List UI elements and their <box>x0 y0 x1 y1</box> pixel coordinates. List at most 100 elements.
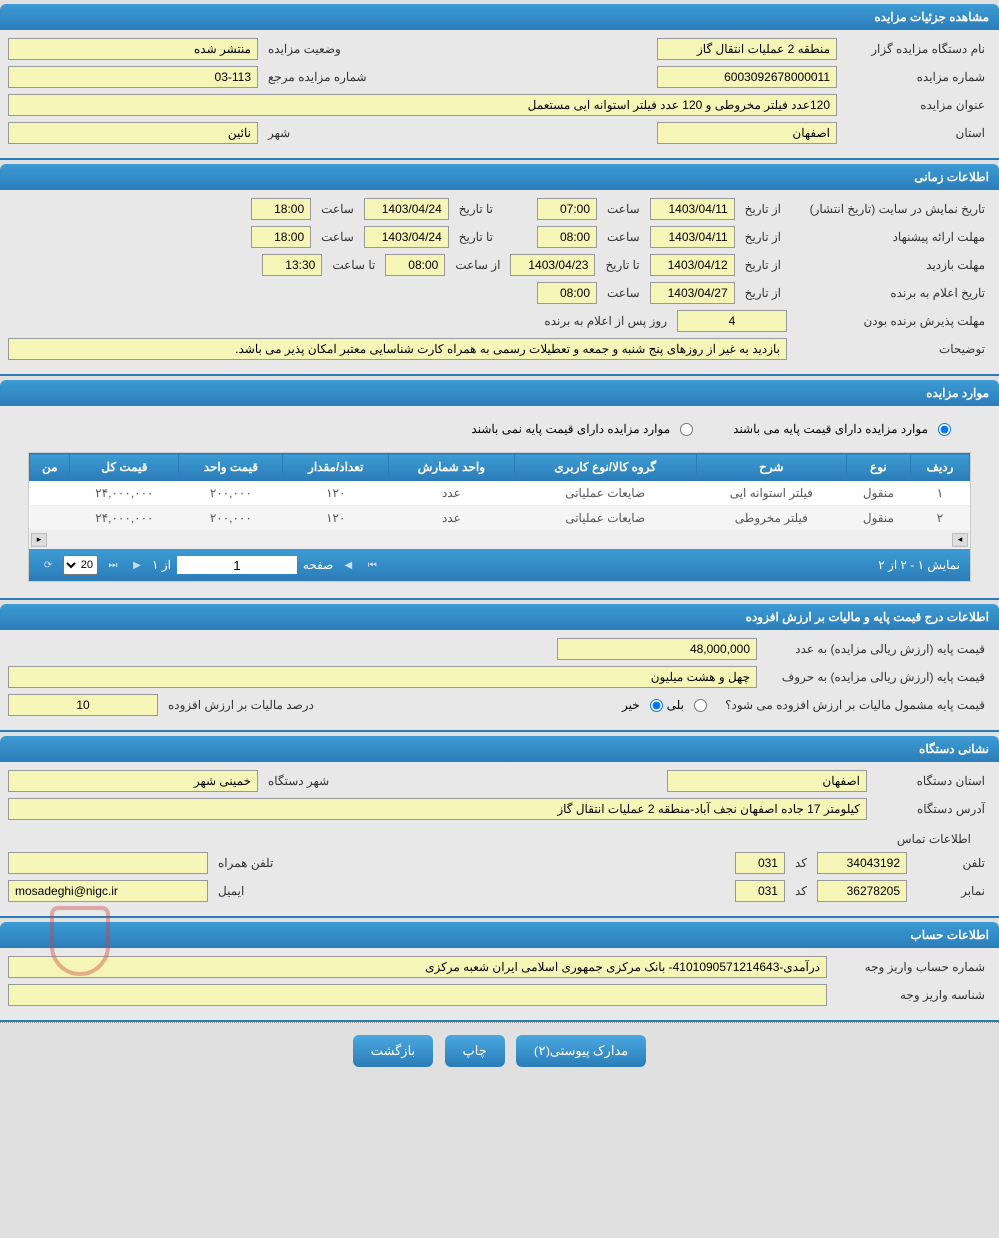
notes-value: بازدید به غیر از روزهای پنج شنبه و جمعه … <box>8 338 787 360</box>
vat-pct-label: درصد مالیات بر ارزش افزوده <box>162 698 320 712</box>
winner-date: 1403/04/27 <box>650 282 735 304</box>
section-body-price: قیمت پایه (ارزش ریالی مزایده) به عدد 48,… <box>0 630 999 732</box>
time-label-1: ساعت <box>601 202 646 216</box>
grid-cell: منقول <box>846 506 910 531</box>
grid-cell: منقول <box>846 481 910 506</box>
ref-label: شماره مزایده مرجع <box>262 70 373 84</box>
from-date-label-3: از تاریخ <box>739 258 787 272</box>
section-header-details: مشاهده جزئیات مزایده <box>0 4 999 30</box>
proposal-to-time: 18:00 <box>251 226 311 248</box>
acc-num-value: درآمدی-4101090571214643- بانک مرکزی جمهو… <box>8 956 827 978</box>
grid-cell: ۲ <box>910 506 969 531</box>
time-label-4: ساعت <box>315 230 360 244</box>
city-value: نائین <box>8 122 258 144</box>
vat-no-label: خیر <box>622 698 640 712</box>
mobile-label: تلفن همراه <box>212 856 279 870</box>
radio-has-base-input[interactable] <box>938 423 951 436</box>
province-value: اصفهان <box>657 122 837 144</box>
base-text-value: چهل و هشت میلیون <box>8 666 757 688</box>
pager-prev-icon[interactable]: ◀ <box>339 556 357 574</box>
fax-code-label: کد <box>789 884 813 898</box>
contact-title: اطلاعات تماس <box>8 826 991 852</box>
pager-next-icon[interactable]: ▶ <box>128 556 146 574</box>
grid-header-cell: قیمت واحد <box>179 454 283 481</box>
phone-value: 34043192 <box>817 852 907 874</box>
payid-value <box>8 984 827 1006</box>
visit-from-time: 08:00 <box>385 254 445 276</box>
grid-cell: ۱ <box>910 481 969 506</box>
scroll-right-icon[interactable]: ▸ <box>31 533 47 547</box>
proposal-to-date: 1403/04/24 <box>364 226 449 248</box>
to-date-label-3: تا تاریخ <box>599 258 645 272</box>
proposal-from-date: 1403/04/11 <box>650 226 735 248</box>
grid-header-cell: ردیف <box>910 454 969 481</box>
radio-no-base[interactable]: موارد مزایده دارای قیمت پایه نمی باشند <box>471 422 693 436</box>
org-label: نام دستگاه مزایده گزار <box>841 42 991 56</box>
base-num-label: قیمت پایه (ارزش ریالی مزایده) به عدد <box>761 642 991 656</box>
publish-to-time: 18:00 <box>251 198 311 220</box>
attachments-button[interactable]: مدارک پیوستی(۲) <box>516 1035 646 1067</box>
pager-page-input[interactable] <box>177 556 297 574</box>
grid-cell: ۱۲۰ <box>283 506 389 531</box>
grid-cell: ۲۴,۰۰۰,۰۰۰ <box>70 481 179 506</box>
grid-cell: عدد <box>389 506 514 531</box>
base-num-value: 48,000,000 <box>557 638 757 660</box>
addr-address-label: آدرس دستگاه <box>871 802 991 816</box>
pager-last-icon[interactable]: ⏭ <box>104 556 122 574</box>
winner-label: تاریخ اعلام به برنده <box>791 286 991 300</box>
grid-header-cell: تعداد/مقدار <box>283 454 389 481</box>
section-header-address: نشانی دستگاه <box>0 736 999 762</box>
number-label: شماره مزایده <box>841 70 991 84</box>
section-body-items: موارد مزایده دارای قیمت پایه می باشند مو… <box>0 406 999 600</box>
proposal-label: مهلت ارائه پیشنهاد <box>791 230 991 244</box>
back-button[interactable]: بازگشت <box>353 1035 433 1067</box>
grid-pager: نمایش ۱ - ۲ از ۲ ⏮ ◀ صفحه از ۱ ▶ ⏭ 20 ⟳ <box>29 549 970 581</box>
grid-cell: فیلتر مخروطی <box>696 506 846 531</box>
notes-label: توضیحات <box>791 342 991 356</box>
section-body-timing: تاریخ نمایش در سایت (تاریخ انتشار) از تا… <box>0 190 999 376</box>
addr-province-value: اصفهان <box>667 770 867 792</box>
scroll-left-icon[interactable]: ◂ <box>952 533 968 547</box>
fax-code-value: 031 <box>735 880 785 902</box>
accept-label: مهلت پذیرش برنده بودن <box>791 314 991 328</box>
radio-no-base-input[interactable] <box>680 423 693 436</box>
pager-first-icon[interactable]: ⏮ <box>363 556 381 574</box>
section-header-items: موارد مزایده <box>0 380 999 406</box>
addr-city-value: خمینی شهر <box>8 770 258 792</box>
pager-display: نمایش ۱ - ۲ از ۲ <box>878 558 960 572</box>
print-button[interactable]: چاپ <box>445 1035 505 1067</box>
grid-header-cell: گروه کالا/نوع کاربری <box>514 454 696 481</box>
section-body-account: شماره حساب واریز وجه درآمدی-410109057121… <box>0 948 999 1022</box>
radio-has-base[interactable]: موارد مزایده دارای قیمت پایه می باشند <box>733 422 951 436</box>
time-label-2: ساعت <box>315 202 360 216</box>
number-value: 6003092678000011 <box>657 66 837 88</box>
visit-to-time: 13:30 <box>262 254 322 276</box>
status-label: وضعیت مزایده <box>262 42 347 56</box>
city-label: شهر <box>262 126 296 140</box>
section-header-account: اطلاعات حساب <box>0 922 999 948</box>
publish-from-date: 1403/04/11 <box>650 198 735 220</box>
phone-label: تلفن <box>911 856 991 870</box>
grid-header-cell: واحد شمارش <box>389 454 514 481</box>
accept-days: 4 <box>677 310 787 332</box>
org-value: منطقه 2 عملیات انتقال گاز <box>657 38 837 60</box>
grid-cell <box>30 481 70 506</box>
vat-yes-input[interactable] <box>694 699 707 712</box>
visit-from-date: 1403/04/12 <box>650 254 735 276</box>
grid-scrollbar[interactable]: ◂ ▸ <box>29 531 970 549</box>
action-bar: مدارک پیوستی(۲) چاپ بازگشت <box>0 1022 999 1079</box>
vat-yes[interactable]: بلی <box>667 698 707 712</box>
pager-refresh-icon[interactable]: ⟳ <box>39 556 57 574</box>
fax-label: نمابر <box>911 884 991 898</box>
vat-q-label: قیمت پایه مشمول مالیات بر ارزش افزوده می… <box>711 698 991 712</box>
addr-province-label: استان دستگاه <box>871 774 991 788</box>
vat-no[interactable]: خیر <box>622 698 663 712</box>
mobile-value <box>8 852 208 874</box>
fax-value: 36278205 <box>817 880 907 902</box>
to-date-label-2: تا تاریخ <box>453 230 499 244</box>
grid-cell: ۲۰۰,۰۰۰ <box>179 506 283 531</box>
pager-size-select[interactable]: 20 <box>63 555 98 575</box>
vat-no-input[interactable] <box>650 699 663 712</box>
section-body-details: نام دستگاه مزایده گزار منطقه 2 عملیات ان… <box>0 30 999 160</box>
addr-address-value: کیلومتر 17 جاده اصفهان نجف آباد-منطقه 2 … <box>8 798 867 820</box>
